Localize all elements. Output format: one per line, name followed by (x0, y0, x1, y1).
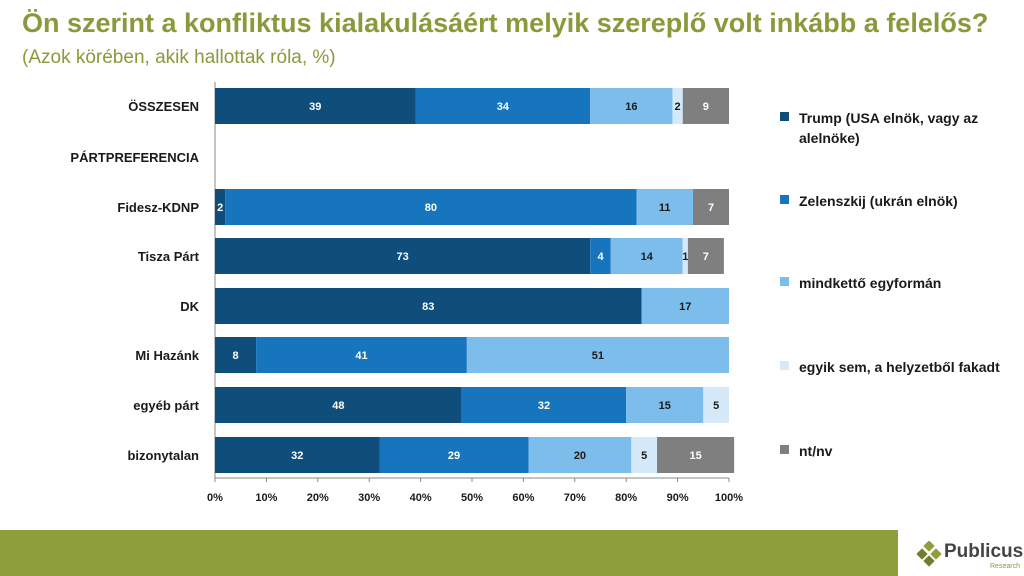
bar-segment (687, 238, 724, 274)
bar-segment (528, 437, 632, 473)
bar-segment (636, 189, 694, 225)
bar-value-label: 9 (703, 101, 709, 113)
x-tick-label: 20% (307, 492, 329, 504)
bar-segment (379, 437, 529, 473)
legend-label: Zelenszkij (ukrán elnök) (799, 193, 958, 209)
bar-value-label: 39 (309, 101, 321, 113)
x-tick-label: 30% (358, 492, 380, 504)
bar-value-label: 51 (592, 350, 604, 362)
bar-value-label: 16 (625, 101, 637, 113)
bar-segment (215, 337, 257, 373)
bar-segment (657, 437, 735, 473)
bar-value-label: 7 (703, 251, 709, 263)
x-tick-label: 70% (564, 492, 586, 504)
bar-value-label: 5 (713, 400, 719, 412)
bar-segment (215, 189, 226, 225)
bar-value-label: 2 (675, 101, 681, 113)
stacked-bar-chart: 0% 10% 20% 30% 40% 50% 60% 70% 80% 90% 100% ÖSSZESE… (70, 82, 743, 504)
bar-value-label: 7 (708, 202, 714, 214)
bar-value-label: 48 (332, 400, 344, 412)
x-tick-label: 0% (207, 492, 223, 504)
bar-value-label: 83 (422, 301, 434, 313)
category-label: DK (180, 299, 199, 314)
category-label: PÁRTPREFERENCIA (70, 150, 199, 165)
legend-swatch (780, 112, 789, 121)
bar-value-label: 14 (641, 251, 654, 263)
category-label: bizonytalan (127, 448, 199, 463)
bar-segment (215, 88, 416, 124)
bar-segment (415, 88, 591, 124)
legend-label: nt/nv (799, 443, 833, 459)
category-label: Fidesz-KDNP (117, 200, 199, 215)
bar-value-label: 1 (682, 251, 688, 263)
category-label: ÖSSZESEN (128, 99, 199, 114)
bar-value-label: 15 (689, 450, 701, 462)
bar-value-label: 34 (497, 101, 510, 113)
legend-swatch (780, 445, 789, 454)
bar-segment (626, 387, 704, 423)
bar-segment (703, 387, 729, 423)
bar-segment (215, 288, 642, 324)
bar-value-label: 32 (538, 400, 550, 412)
bar-value-label: 80 (425, 202, 437, 214)
chart-subtitle: (Azok körében, akik hallottak róla, %) (22, 47, 336, 68)
bar-segment (225, 189, 637, 225)
bar-segment (215, 387, 462, 423)
bar-segment (682, 88, 729, 124)
x-tick-label: 10% (255, 492, 277, 504)
bar-segment (682, 238, 688, 274)
bar-value-label: 2 (217, 202, 223, 214)
bar-segment (215, 437, 380, 473)
logo-name: Publicus (944, 541, 1024, 562)
chart-title: Ön szerint a konfliktus kialakulásáért m… (22, 8, 989, 38)
bar-value-label: 73 (396, 251, 408, 263)
legend-label: egyik sem, a helyzetből fakadt (799, 359, 1000, 375)
bar-segment (672, 88, 683, 124)
bar-value-label: 32 (291, 450, 303, 462)
bar-value-label: 29 (448, 450, 460, 462)
bar-segment (590, 238, 611, 274)
category-label: egyéb párt (133, 398, 199, 413)
x-tick-label: 90% (667, 492, 689, 504)
category-label: Mi Hazánk (135, 348, 199, 363)
x-tick-label: 40% (410, 492, 432, 504)
bar-segment (256, 337, 467, 373)
bar-value-label: 4 (597, 251, 604, 263)
bar-segment (461, 387, 627, 423)
bar-value-label: 17 (679, 301, 691, 313)
bar-segment (693, 189, 729, 225)
x-tick-label: 60% (512, 492, 534, 504)
bar-value-label: 15 (659, 400, 671, 412)
publicus-logo: Publicus Research (916, 537, 1024, 573)
legend-swatch (780, 277, 789, 286)
x-tick-label: 80% (615, 492, 637, 504)
logo-sub: Research (990, 563, 1020, 570)
legend-swatch (780, 361, 789, 370)
legend-label: mindkettő egyformán (799, 275, 942, 291)
footer-band (0, 530, 898, 576)
bar-value-label: 5 (641, 450, 647, 462)
bar-segment (590, 88, 673, 124)
legend-swatch (780, 195, 789, 204)
category-label: Tisza Párt (138, 249, 200, 264)
x-tick-label: 100% (715, 492, 743, 504)
legend-label: Trump (USA elnök, vagy az alelnöke) (799, 110, 979, 146)
bar-value-label: 20 (574, 450, 586, 462)
x-tick-label: 50% (461, 492, 483, 504)
publicus-logo-icon (916, 541, 942, 567)
bar-value-label: 11 (659, 202, 671, 214)
bar-value-label: 8 (232, 350, 238, 362)
bar-segment (631, 437, 658, 473)
bar-segment (215, 238, 591, 274)
bar-segment (466, 337, 729, 373)
bar-segment (610, 238, 683, 274)
bar-segment (641, 288, 729, 324)
bar-value-label: 41 (355, 350, 367, 362)
